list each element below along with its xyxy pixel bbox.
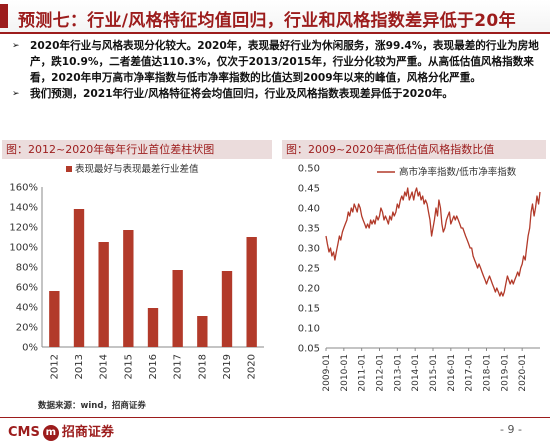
y-tick-label: 120% <box>9 223 38 234</box>
title-bar: 预测七：行业/风格特征均值回归，行业和风格指数差异低于20年 <box>0 0 550 34</box>
legend-label: 高市净率指数/低市净率指数 <box>399 166 517 178</box>
bullet-arrow-icon: ➢ <box>12 89 20 99</box>
bar <box>147 308 159 347</box>
title-accent-mark <box>0 4 8 28</box>
x-tick-label: 2016-01 <box>447 354 457 392</box>
y-tick-label: 100% <box>9 243 38 254</box>
x-tick-label: 2018 <box>197 354 208 379</box>
x-tick-label: 2018-01 <box>483 354 493 392</box>
x-tick-label: 2017 <box>173 354 184 379</box>
data-source-note: 数据来源：wind，招商证券 <box>38 401 146 411</box>
y-tick-label: 0% <box>22 343 38 354</box>
page-number: - 9 - <box>500 423 522 436</box>
line-chart-panel: 图：2009~2020年高低估值风格指数比值 0.05 0.10 0.15 0.20 0… <box>282 140 546 394</box>
bullet-list: ➢ 2020年行业与风格表现分化较大。2020年，表现最好行业为休闲服务，涨99… <box>6 38 546 102</box>
bar <box>123 230 134 347</box>
y-tick-label: 0.20 <box>298 284 320 295</box>
y-tick-label: 0.30 <box>298 244 320 255</box>
bar <box>73 209 85 347</box>
bullet-item: ➢ 我们预测，2021年行业/风格特征将会均值回归，行业及风格指数表现差异低于2… <box>6 86 546 102</box>
bar-chart: 0% 20% 40% 60% 80% 100% 120% 140% 160% 2012 2013 20… <box>9 163 264 379</box>
y-tick-label: 0.10 <box>298 324 320 335</box>
bar <box>49 291 60 347</box>
bullet-item: ➢ 2020年行业与风格表现分化较大。2020年，表现最好行业为休闲服务，涨99… <box>6 38 546 86</box>
bullet-arrow-icon: ➢ <box>12 41 20 51</box>
y-tick-label: 140% <box>9 203 38 214</box>
line-chart: 0.05 0.10 0.15 0.20 0.25 0.30 0.35 0.40 0.45 0.50… <box>298 164 541 392</box>
series-line <box>325 187 541 297</box>
bar <box>172 270 183 347</box>
bar <box>221 271 233 347</box>
company-logo: CMS m 招商证券 <box>8 421 114 441</box>
y-tick-label: 0.45 <box>298 184 320 195</box>
y-tick-label: 80% <box>16 263 38 274</box>
footer-divider <box>0 417 550 418</box>
x-tick-label: 2011-01 <box>358 354 368 392</box>
logo-text-cn: 招商证券 <box>61 425 114 440</box>
x-tick-label: 2013-01 <box>393 354 403 392</box>
bar <box>197 316 208 347</box>
y-tick-label: 160% <box>9 183 38 194</box>
y-tick-label: 20% <box>16 323 38 334</box>
x-tick-label: 2020-01 <box>518 354 528 392</box>
x-tick-label: 2012 <box>49 354 60 379</box>
y-tick-label: 0.50 <box>298 164 320 175</box>
y-tick-label: 0.15 <box>298 304 320 315</box>
x-tick-label: 2009-01 <box>322 354 332 392</box>
y-tick-label: 60% <box>16 283 38 294</box>
x-tick-label: 2019 <box>222 354 233 379</box>
x-tick-label: 2015-01 <box>429 354 439 392</box>
bullet-text: 我们预测，2021年行业/风格特征将会均值回归，行业及风格指数表现差异低于202… <box>30 88 454 100</box>
bar <box>246 237 257 347</box>
bar-chart-panel: 图：2012~2020年每年行业首位差柱状图 0% 20% 40% 60% 80% 100… <box>2 140 272 394</box>
x-tick-label: 2016 <box>148 354 159 379</box>
y-tick-label: 40% <box>16 303 38 314</box>
legend-swatch <box>66 166 72 172</box>
bullet-text: 2020年行业与风格表现分化较大。2020年，表现最好行业为休闲服务，涨99.4… <box>30 40 539 84</box>
x-tick-label: 2014 <box>99 354 110 379</box>
y-tick-label: 0.40 <box>298 204 320 215</box>
bar <box>98 242 109 347</box>
x-tick-label: 2017-01 <box>465 354 475 392</box>
bar-chart-title: 图：2012~2020年每年行业首位差柱状图 <box>2 140 272 159</box>
legend-label: 表现最好与表现最差行业差值 <box>75 163 199 175</box>
y-tick-label: 0.05 <box>298 344 320 355</box>
x-tick-label: 2019-01 <box>500 354 510 392</box>
x-tick-label: 2012-01 <box>376 354 386 392</box>
x-tick-label: 2014-01 <box>411 354 421 392</box>
x-tick-label: 2013 <box>74 354 85 379</box>
logo-icon: m <box>42 424 59 441</box>
x-tick-label: 2010-01 <box>340 354 350 392</box>
x-tick-label: 2015 <box>123 354 134 379</box>
y-tick-label: 0.35 <box>298 224 320 235</box>
logo-text-en: CMS <box>8 425 40 440</box>
x-tick-label: 2020 <box>247 354 258 379</box>
line-chart-title: 图：2009~2020年高低估值风格指数比值 <box>282 140 546 159</box>
page-title: 预测七：行业/风格特征均值回归，行业和风格指数差异低于20年 <box>18 11 516 31</box>
y-tick-label: 0.25 <box>298 264 320 275</box>
